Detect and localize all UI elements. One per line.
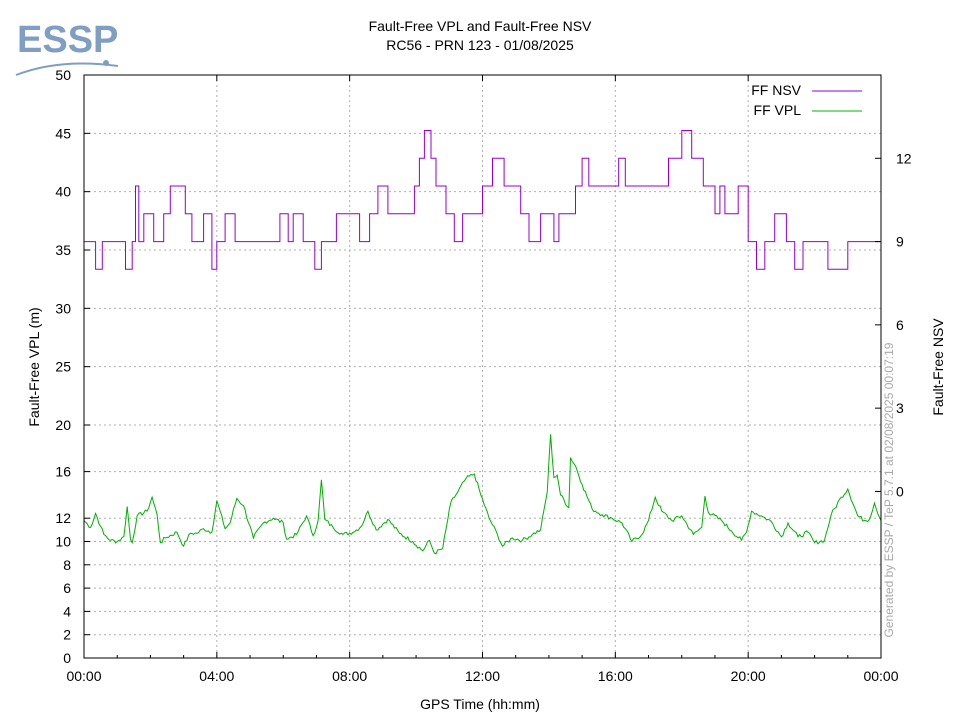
right-axis: 0 3 6 9 12: [875, 150, 912, 499]
x-tick-label: 12:00: [465, 668, 500, 684]
series-line-ff-nsv: [84, 130, 881, 270]
left-tick-label: 20: [55, 417, 71, 433]
left-axis: 0 2 4 6 8 10 12 16 20 25 30 35 40 45 50: [55, 67, 90, 666]
right-tick-label: 6: [896, 317, 904, 333]
grid: [84, 75, 881, 658]
left-tick-label: 25: [55, 359, 71, 375]
logo-text: ESSP: [17, 19, 118, 61]
chart-subtitle: RC56 - PRN 123 - 01/08/2025: [386, 37, 574, 53]
legend-label-ff-nsv: FF NSV: [751, 82, 801, 98]
y-axis-right-title: Fault-Free NSV: [930, 318, 946, 416]
x-tick-label: 04:00: [199, 668, 234, 684]
left-tick-label: 10: [55, 534, 71, 550]
essp-logo: ESSP: [15, 19, 118, 76]
right-tick-label: 0: [896, 483, 904, 499]
x-axis: 00:00 04:00 08:00 12:00 16:00 20:00 00:00: [66, 75, 899, 684]
left-tick-label: 45: [55, 125, 71, 141]
left-tick-label: 16: [55, 464, 71, 480]
x-tick-label: 00:00: [863, 668, 898, 684]
left-tick-label: 35: [55, 242, 71, 258]
y-axis-left-title: Fault-Free VPL (m): [26, 307, 42, 426]
left-tick-label: 40: [55, 184, 71, 200]
left-tick-label: 50: [55, 67, 71, 83]
x-tick-label: 20:00: [731, 668, 766, 684]
legend: FF NSV FF VPL: [751, 82, 862, 118]
left-tick-label: 8: [63, 557, 71, 573]
series-line-ff-vpl: [83, 434, 882, 555]
left-tick-label: 6: [63, 580, 71, 596]
right-tick-label: 3: [896, 400, 904, 416]
left-tick-label: 2: [63, 627, 71, 643]
watermark: Generated by ESSP / TeP 5.7.1 at 02/08/2…: [882, 342, 896, 637]
left-tick-label: 0: [63, 650, 71, 666]
left-tick-label: 4: [63, 603, 71, 619]
x-tick-label: 08:00: [332, 668, 367, 684]
legend-label-ff-vpl: FF VPL: [754, 102, 802, 118]
right-tick-label: 9: [896, 234, 904, 250]
x-axis-title: GPS Time (hh:mm): [420, 696, 540, 712]
left-tick-label: 30: [55, 300, 71, 316]
left-tick-label: 12: [55, 510, 71, 526]
right-tick-label: 12: [896, 150, 912, 166]
chart-title: Fault-Free VPL and Fault-Free NSV: [369, 18, 592, 34]
x-tick-label: 00:00: [66, 668, 101, 684]
x-tick-label: 16:00: [598, 668, 633, 684]
logo-swoosh-dot: [103, 60, 109, 66]
series-layer: [83, 130, 882, 555]
